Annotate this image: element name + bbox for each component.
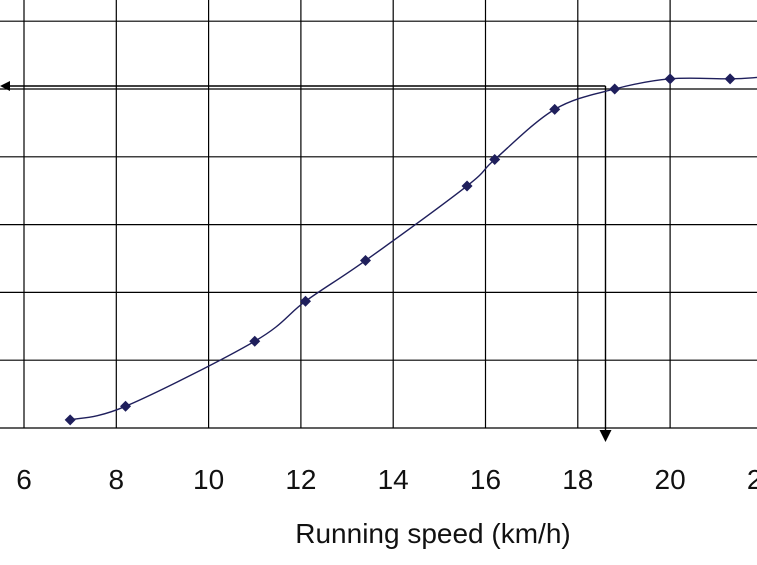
x-tick-label: 12 [285, 464, 316, 495]
vertical-gridlines [23, 0, 671, 428]
x-axis-title: Running speed (km/h) [295, 518, 570, 549]
x-tick-label: 18 [562, 464, 593, 495]
x-tick-labels: 6 8 10 12 14 16 18 20 22 [16, 464, 757, 495]
data-point [64, 414, 76, 426]
data-point [489, 154, 501, 166]
x-tick-label: 20 [655, 464, 686, 495]
x-tick-label: 6 [16, 464, 32, 495]
horizontal-gridlines [0, 20, 757, 429]
data-point [549, 103, 561, 115]
annotation-markers [0, 81, 612, 442]
data-point [609, 83, 621, 95]
data-point [360, 255, 372, 267]
left-arrow-head [0, 81, 10, 91]
x-tick-label: 8 [109, 464, 125, 495]
series-curve [69, 76, 757, 421]
data-point [249, 335, 261, 347]
x-tick-label: 22 [747, 464, 757, 495]
x-tick-label: 16 [470, 464, 501, 495]
down-arrow-head [599, 430, 612, 442]
data-point [461, 180, 473, 192]
data-point [120, 400, 132, 412]
data-point [664, 73, 676, 85]
x-tick-label: 10 [193, 464, 224, 495]
x-tick-label: 14 [378, 464, 409, 495]
data-point [300, 295, 312, 307]
data-point [724, 73, 736, 85]
series-points [64, 73, 736, 426]
